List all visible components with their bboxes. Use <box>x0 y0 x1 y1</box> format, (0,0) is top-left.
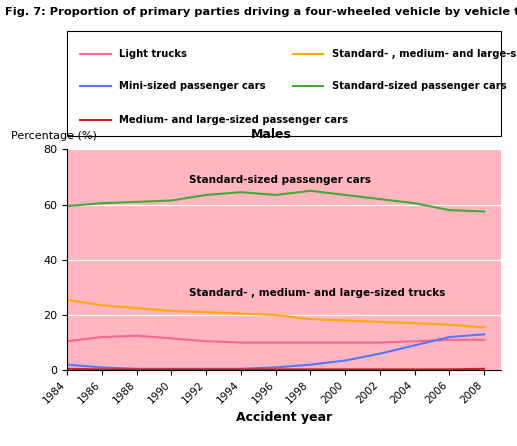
Text: Light trucks: Light trucks <box>119 49 187 59</box>
Text: Standard-sized passenger cars: Standard-sized passenger cars <box>189 174 371 185</box>
FancyBboxPatch shape <box>67 31 501 136</box>
Text: Mini-sized passenger cars: Mini-sized passenger cars <box>119 81 266 91</box>
Text: Fig. 7: Proportion of primary parties driving a four-wheeled vehicle by vehicle : Fig. 7: Proportion of primary parties dr… <box>5 7 517 17</box>
Text: Standard-sized passenger cars: Standard-sized passenger cars <box>332 81 507 91</box>
Text: Medium- and large-sized passenger cars: Medium- and large-sized passenger cars <box>119 116 348 125</box>
Text: Standard- , medium- and large-sized trucks: Standard- , medium- and large-sized truc… <box>189 288 445 297</box>
Text: Males: Males <box>251 128 292 140</box>
X-axis label: Accident year: Accident year <box>236 411 332 424</box>
Text: Percentage (%): Percentage (%) <box>11 131 97 140</box>
Text: Standard- , medium- and large-sized trucks: Standard- , medium- and large-sized truc… <box>332 49 517 59</box>
